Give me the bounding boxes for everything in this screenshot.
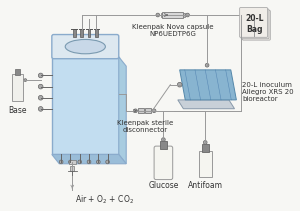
Bar — [15, 69, 20, 74]
FancyBboxPatch shape — [241, 9, 269, 39]
Polygon shape — [178, 100, 235, 109]
Text: 20-L inoculum
Allegro XRS 20
bioreactor: 20-L inoculum Allegro XRS 20 bioreactor — [242, 82, 294, 102]
Polygon shape — [180, 70, 236, 100]
Circle shape — [152, 109, 156, 113]
Bar — [202, 144, 209, 152]
Bar — [52, 57, 119, 154]
Circle shape — [177, 82, 182, 87]
Circle shape — [161, 138, 165, 141]
Polygon shape — [52, 154, 126, 164]
Bar — [145, 108, 151, 113]
FancyBboxPatch shape — [52, 35, 119, 59]
Text: Kleenpak Nova capsule
NP6UEDTP6G: Kleenpak Nova capsule NP6UEDTP6G — [132, 24, 213, 37]
Circle shape — [205, 63, 209, 67]
Circle shape — [38, 107, 43, 111]
Circle shape — [134, 109, 137, 113]
Bar — [12, 74, 22, 101]
Circle shape — [106, 160, 110, 164]
Ellipse shape — [65, 39, 105, 54]
Bar — [88, 29, 90, 37]
Text: Air + O$_2$ + CO$_2$: Air + O$_2$ + CO$_2$ — [75, 193, 134, 206]
Circle shape — [87, 160, 91, 164]
Polygon shape — [119, 57, 126, 164]
Bar — [73, 29, 76, 37]
Circle shape — [38, 84, 43, 89]
Bar — [199, 151, 212, 177]
Bar — [160, 13, 163, 17]
Bar — [138, 108, 144, 113]
Circle shape — [186, 13, 189, 17]
Text: Antifoam: Antifoam — [188, 180, 223, 189]
FancyBboxPatch shape — [242, 10, 270, 40]
Bar — [160, 141, 167, 149]
Circle shape — [69, 160, 72, 164]
Bar — [70, 166, 74, 171]
Bar — [69, 160, 76, 164]
FancyBboxPatch shape — [154, 146, 173, 180]
Text: Glucose: Glucose — [148, 181, 178, 191]
Circle shape — [38, 95, 43, 100]
Text: Kleenpak sterile
disconnector: Kleenpak sterile disconnector — [117, 120, 173, 133]
Circle shape — [24, 79, 27, 81]
Circle shape — [59, 160, 63, 164]
FancyBboxPatch shape — [240, 8, 268, 37]
Bar — [95, 29, 98, 37]
Circle shape — [38, 73, 43, 78]
Text: Base: Base — [8, 106, 27, 115]
Text: 20-L
Bag: 20-L Bag — [246, 14, 264, 34]
Bar — [163, 12, 183, 18]
Bar — [80, 29, 83, 37]
Circle shape — [97, 160, 100, 164]
Circle shape — [156, 13, 160, 17]
Circle shape — [203, 141, 207, 144]
Circle shape — [78, 160, 82, 164]
Bar — [183, 13, 185, 17]
